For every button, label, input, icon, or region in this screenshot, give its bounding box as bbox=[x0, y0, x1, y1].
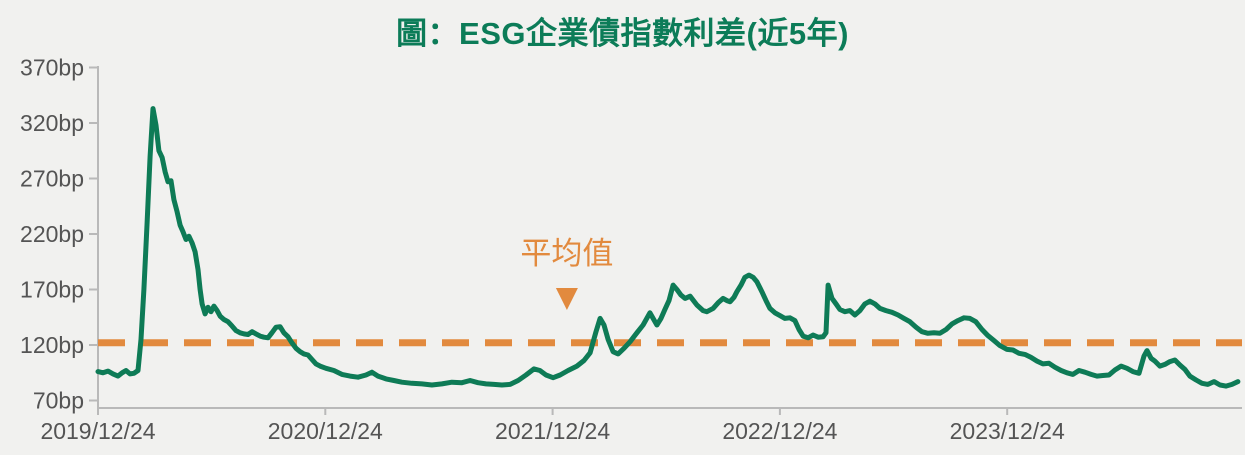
chart-title: 圖：ESG企業債指數利差(近5年) bbox=[396, 16, 849, 51]
y-tick-label: 270bp bbox=[20, 166, 84, 192]
y-tick-label: 370bp bbox=[20, 55, 84, 81]
x-tick-label: 2023/12/24 bbox=[950, 418, 1065, 444]
triangle-down-icon bbox=[555, 288, 578, 311]
spread-series-line bbox=[95, 106, 1241, 389]
y-tick-label: 320bp bbox=[20, 110, 84, 136]
average-label: 平均值 bbox=[520, 236, 613, 271]
y-tick-label: 70bp bbox=[33, 388, 84, 414]
y-tick-label: 170bp bbox=[20, 277, 84, 303]
x-tick-label: 2022/12/24 bbox=[722, 418, 837, 444]
x-tick-label: 2019/12/24 bbox=[40, 418, 155, 444]
x-tick-label: 2021/12/24 bbox=[495, 418, 610, 444]
y-tick-label: 220bp bbox=[20, 221, 84, 247]
y-tick-label: 120bp bbox=[20, 332, 84, 358]
x-tick-label: 2020/12/24 bbox=[268, 418, 383, 444]
